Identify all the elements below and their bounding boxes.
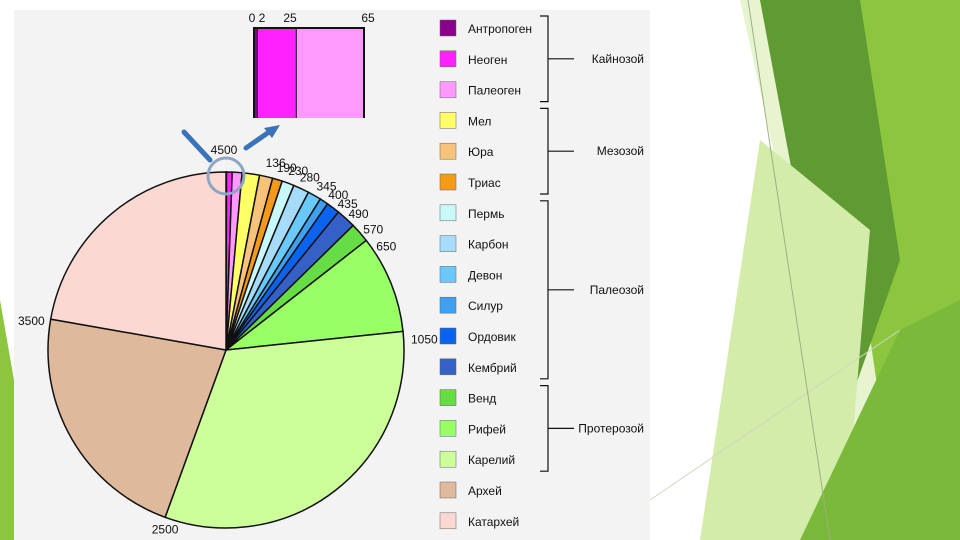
zoom-pointer-group xyxy=(181,125,280,196)
inset-tick-1: 0 xyxy=(249,11,256,25)
boundary-label-1: 4500 xyxy=(211,143,238,157)
legend-swatch-12 xyxy=(439,358,457,376)
pie-slice-16 xyxy=(47,318,228,519)
boundary-label-4: 230 xyxy=(288,164,308,178)
legend-swatch-8 xyxy=(439,235,457,252)
boundary-label-3: 190 xyxy=(277,161,297,175)
era-bracket-2 xyxy=(540,107,549,195)
legend-label-15: Карелий xyxy=(468,453,515,467)
legend-swatch-4 xyxy=(439,112,457,129)
legend-swatch-9 xyxy=(439,266,457,283)
boundary-label-11: 650 xyxy=(376,239,396,253)
era-label-2: Мезозой xyxy=(597,144,644,158)
legend-group: Антропоген Неоген Палеоген Мел Юра Триас Пермь… xyxy=(439,19,532,530)
pie-slice-17 xyxy=(49,171,227,351)
boundary-label-14: 3500 xyxy=(18,314,45,328)
pointer-arrowhead xyxy=(264,125,280,138)
boundary-label-7: 400 xyxy=(328,188,348,202)
inset-bar-1 xyxy=(254,28,258,118)
era-brackets-group: Кайнозой Мезозой Палеозой Протерозой xyxy=(540,15,644,472)
inset-bar-3 xyxy=(296,28,364,118)
legend-swatch-5 xyxy=(439,142,457,160)
pie-slice-15 xyxy=(164,330,405,529)
legend-label-9: Девон xyxy=(468,268,502,282)
era-bracket-3 xyxy=(540,200,549,380)
legend-swatch-16 xyxy=(439,481,457,499)
legend-swatch-17 xyxy=(439,512,457,530)
era-bracket-4 xyxy=(540,385,549,472)
legend-label-8: Карбон xyxy=(468,238,509,252)
legend-label-5: Юра xyxy=(468,145,494,159)
legend-swatch-6 xyxy=(439,173,457,191)
legend-label-2: Неоген xyxy=(468,53,507,67)
era-label-3: Палеозой xyxy=(590,283,644,297)
legend-label-16: Архей xyxy=(468,484,502,498)
legend-label-4: Мел xyxy=(468,114,491,128)
legend-label-17: Катархей xyxy=(468,515,519,529)
legend-swatch-2 xyxy=(439,50,457,68)
boundary-label-13: 2500 xyxy=(152,522,179,536)
era-bracket-1 xyxy=(540,15,549,103)
legend-label-3: Палеоген xyxy=(468,84,521,98)
legend-label-11: Ордовик xyxy=(468,330,516,344)
legend-label-12: Кембрий xyxy=(468,361,517,375)
boundary-label-6: 345 xyxy=(317,179,337,193)
legend-label-6: Триас xyxy=(468,176,501,190)
legend-swatch-15 xyxy=(439,450,457,468)
inset-bar-group: 0 2 25 65 xyxy=(249,11,375,118)
deco-shape-green2 xyxy=(800,300,960,540)
legend-swatch-3 xyxy=(439,81,457,98)
era-label-1: Кайнозой xyxy=(592,52,644,66)
legend-swatch-7 xyxy=(439,204,457,222)
legend-label-13: Венд xyxy=(468,392,496,406)
inset-tick-4: 65 xyxy=(361,11,375,25)
legend-label-1: Антропоген xyxy=(468,22,532,36)
legend-swatch-14 xyxy=(439,420,457,437)
legend-swatch-1 xyxy=(439,19,457,37)
pointer-arrow-left xyxy=(181,129,213,163)
deco-line-2 xyxy=(747,0,831,540)
legend-label-7: Пермь xyxy=(468,207,504,221)
inset-tick-3: 25 xyxy=(283,11,297,25)
left-green-strip xyxy=(0,300,14,540)
boundary-label-9: 490 xyxy=(349,207,369,221)
inset-tick-2: 2 xyxy=(259,11,266,25)
pie-slice-14 xyxy=(223,239,404,352)
inset-bar-2 xyxy=(257,28,297,118)
boundary-label-10: 570 xyxy=(363,223,383,237)
legend-label-14: Рифей xyxy=(468,422,506,436)
legend-swatch-13 xyxy=(439,389,457,406)
deco-shape-pale xyxy=(700,140,870,540)
pie-group xyxy=(47,171,405,529)
boundary-label-2: 136 xyxy=(266,156,286,170)
boundary-label-8: 435 xyxy=(338,197,358,211)
legend-label-10: Силур xyxy=(468,299,503,313)
deco-line xyxy=(649,329,901,501)
era-label-4: Протерозой xyxy=(578,421,644,435)
boundary-label-5: 280 xyxy=(300,170,320,184)
pointer-arrow-up xyxy=(243,127,275,151)
boundary-label-12: 1050 xyxy=(411,332,438,346)
legend-swatch-10 xyxy=(439,296,457,314)
magnifier-circle xyxy=(206,156,246,196)
legend-swatch-11 xyxy=(439,327,457,345)
